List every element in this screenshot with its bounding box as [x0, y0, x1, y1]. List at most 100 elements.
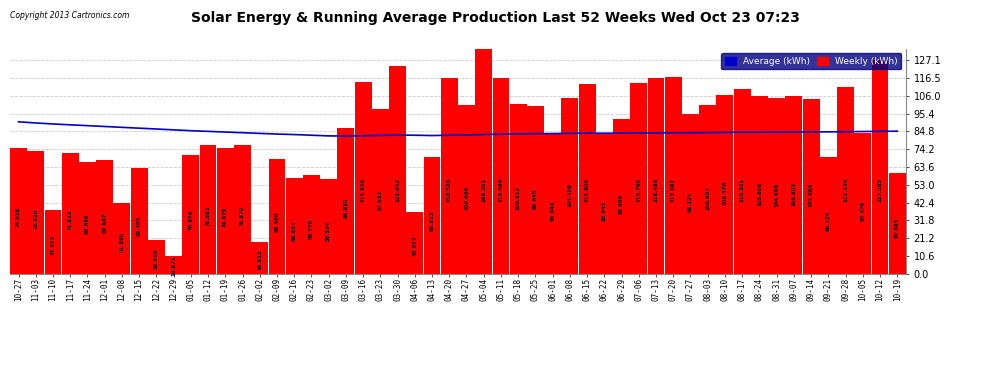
Bar — [647, 78, 664, 274]
Text: 72.820: 72.820 — [34, 209, 39, 229]
Bar — [320, 179, 337, 274]
Bar — [406, 212, 424, 274]
Text: 58.770: 58.770 — [309, 219, 314, 240]
Text: Solar Energy & Running Average Production Last 52 Weeks Wed Oct 23 07:23: Solar Energy & Running Average Productio… — [190, 11, 800, 25]
Text: 100.664: 100.664 — [464, 186, 469, 210]
Text: 69.724: 69.724 — [826, 211, 831, 231]
Bar — [10, 148, 27, 274]
Bar — [510, 105, 527, 274]
Text: 127.265: 127.265 — [877, 178, 882, 202]
Bar — [682, 114, 699, 274]
Bar — [182, 154, 199, 274]
Bar — [251, 242, 268, 274]
Text: 74.879: 74.879 — [223, 207, 228, 227]
Text: 66.696: 66.696 — [85, 213, 90, 234]
Bar — [28, 152, 45, 274]
Text: 113.920: 113.920 — [360, 178, 365, 202]
Bar — [854, 134, 871, 274]
Bar — [458, 105, 475, 274]
Bar — [613, 118, 630, 274]
Bar — [665, 77, 682, 274]
Bar — [596, 133, 613, 274]
Bar — [200, 145, 217, 274]
Bar — [717, 95, 734, 274]
Text: 116.526: 116.526 — [446, 178, 451, 202]
Text: 18.813: 18.813 — [257, 249, 262, 270]
Bar — [871, 60, 888, 274]
Text: 76.870: 76.870 — [240, 206, 245, 226]
Bar — [751, 96, 768, 274]
Bar — [579, 84, 596, 274]
Text: 62.705: 62.705 — [137, 216, 142, 237]
Text: 37.812: 37.812 — [50, 235, 55, 255]
Text: 86.930: 86.930 — [344, 198, 348, 218]
Bar — [820, 157, 837, 274]
Text: 117.092: 117.092 — [671, 178, 676, 202]
Text: 36.813: 36.813 — [412, 236, 418, 256]
Bar — [561, 99, 578, 274]
Bar — [631, 82, 647, 274]
Text: 100.697: 100.697 — [705, 186, 710, 210]
Bar — [338, 128, 354, 274]
Text: 97.932: 97.932 — [378, 190, 383, 210]
Bar — [389, 66, 406, 274]
Bar — [165, 256, 182, 274]
Text: 116.564: 116.564 — [498, 178, 504, 202]
Text: 123.642: 123.642 — [395, 178, 400, 202]
Bar — [768, 98, 785, 274]
Text: 104.966: 104.966 — [774, 182, 779, 207]
Bar — [234, 145, 250, 274]
Bar — [475, 0, 492, 274]
Bar — [527, 106, 544, 274]
Text: 110.301: 110.301 — [740, 178, 744, 203]
Bar — [268, 159, 285, 274]
Text: 113.790: 113.790 — [637, 178, 642, 202]
Text: Copyright 2013 Cartronics.com: Copyright 2013 Cartronics.com — [10, 11, 130, 20]
Bar — [217, 148, 234, 274]
Text: 56.834: 56.834 — [292, 220, 297, 241]
Text: 104.406: 104.406 — [567, 183, 572, 207]
Bar — [286, 178, 303, 274]
Text: 19.918: 19.918 — [153, 249, 158, 269]
Bar — [79, 162, 96, 274]
Text: 106.576: 106.576 — [723, 181, 728, 205]
Bar — [354, 82, 371, 274]
Text: 111.140: 111.140 — [843, 178, 848, 202]
Text: 99.645: 99.645 — [533, 188, 538, 209]
Bar — [61, 153, 78, 274]
Text: 92.406: 92.406 — [619, 194, 624, 214]
Text: 100.812: 100.812 — [516, 186, 521, 210]
Text: 116.488: 116.488 — [653, 178, 658, 202]
Bar — [114, 203, 131, 274]
Bar — [96, 160, 113, 274]
Bar — [803, 99, 820, 274]
Bar — [372, 109, 389, 274]
Bar — [785, 96, 802, 274]
Text: 60.095: 60.095 — [895, 218, 900, 238]
Bar — [492, 78, 510, 274]
Bar — [131, 168, 148, 274]
Bar — [424, 156, 441, 274]
Text: 112.900: 112.900 — [585, 178, 590, 202]
Text: 83.643: 83.643 — [602, 200, 607, 221]
Text: 83.644: 83.644 — [550, 200, 555, 221]
Legend: Average (kWh), Weekly (kWh): Average (kWh), Weekly (kWh) — [721, 53, 901, 69]
Bar — [734, 88, 750, 274]
Text: 71.812: 71.812 — [67, 209, 72, 230]
Text: 70.974: 70.974 — [188, 210, 193, 230]
Bar — [441, 78, 457, 274]
Text: 74.938: 74.938 — [16, 207, 21, 227]
Bar — [699, 105, 716, 274]
Text: 68.460: 68.460 — [274, 212, 279, 232]
Bar — [838, 87, 854, 274]
Text: 83.579: 83.579 — [860, 201, 865, 221]
Text: 76.881: 76.881 — [206, 206, 211, 226]
Bar — [544, 133, 561, 274]
Text: 10.671: 10.671 — [171, 255, 176, 276]
Text: 67.967: 67.967 — [102, 212, 107, 232]
Bar — [148, 240, 164, 274]
Text: 56.534: 56.534 — [326, 221, 331, 241]
Text: 41.890: 41.890 — [120, 232, 125, 252]
Text: 169.201: 169.201 — [481, 178, 486, 202]
Bar — [303, 175, 320, 274]
